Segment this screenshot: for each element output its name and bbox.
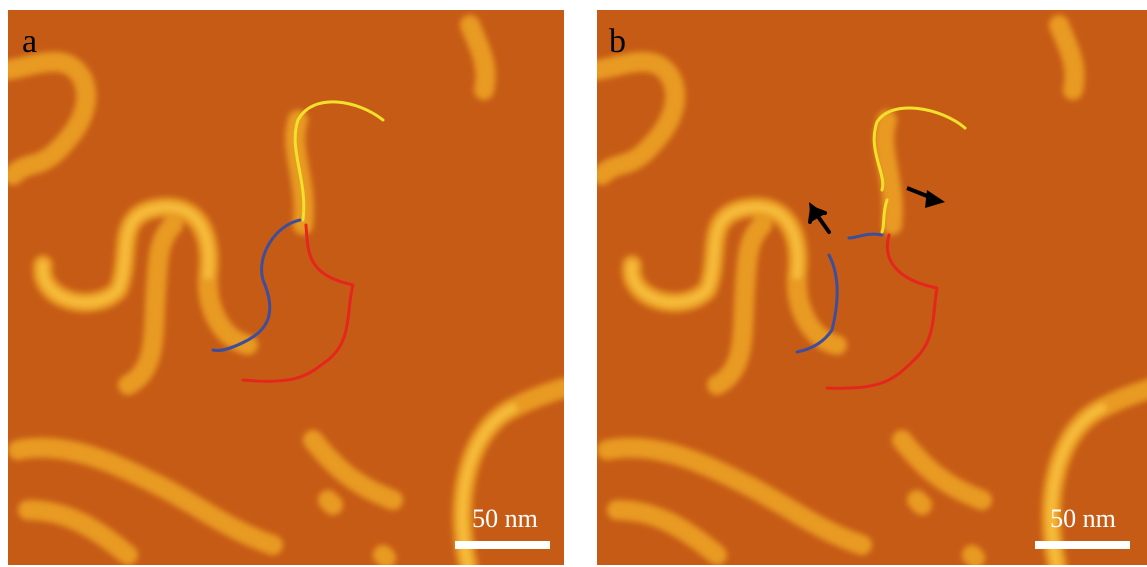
panel-a: a 50 nm: [8, 10, 564, 565]
page: a 50 nm b 50 nm (() => { const data = JS…: [0, 0, 1147, 567]
scale-bar-label: 50 nm: [472, 504, 538, 533]
panel-b: b 50 nm: [597, 10, 1147, 565]
scale-bar: [1035, 541, 1130, 549]
panel-label: b: [609, 23, 626, 60]
panel-label: a: [22, 23, 37, 60]
scale-bar: [455, 541, 550, 549]
scale-bar-label: 50 nm: [1050, 504, 1116, 533]
figure: a 50 nm b 50 nm: [0, 0, 1147, 567]
